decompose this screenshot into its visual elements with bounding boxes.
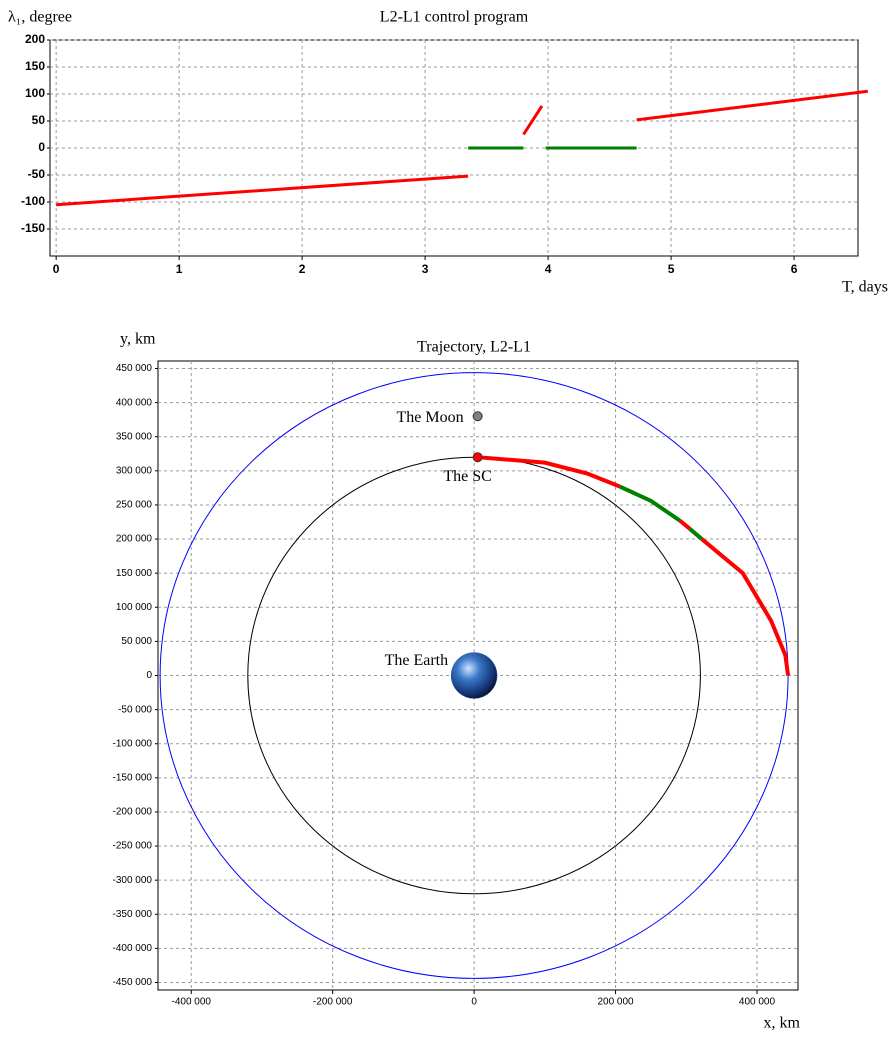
point-label: The Earth (385, 652, 449, 669)
y-tick-label: 0 (146, 670, 152, 681)
data-line (620, 487, 702, 540)
x-tick-label: 3 (422, 262, 429, 276)
y-tick-label: 200 000 (116, 534, 153, 545)
y-tick-label: -200 000 (113, 807, 153, 818)
x-tick-label: 200 000 (597, 997, 634, 1008)
y-axis-label: y, km (120, 331, 156, 348)
y-tick-label: -300 000 (113, 875, 153, 886)
x-tick-label: 4 (545, 262, 552, 276)
x-tick-label: 0 (471, 997, 477, 1008)
y-tick-label: -250 000 (113, 841, 153, 852)
earth (451, 653, 497, 699)
x-tick-label: 1 (176, 262, 183, 276)
y-tick-label: -450 000 (113, 977, 153, 988)
x-tick-label: -200 000 (313, 997, 353, 1008)
figure: 0 1 2 3 4 5 6 -150 -100 -50 0 50 100 150 200 L2-L1 cont… (0, 0, 890, 1038)
chart-title: L2-L1 control program (380, 9, 529, 26)
y-tick-label: -50 (28, 167, 46, 181)
x-axis-label: x, km (764, 1015, 801, 1032)
y-tick-label: -100 000 (113, 738, 153, 749)
y-tick-label: -50 000 (118, 704, 152, 715)
x-tick-label: 400 000 (739, 997, 776, 1008)
y-tick-label: -150 (21, 221, 45, 235)
y-tick-label: -100 (21, 194, 45, 208)
y-tick-label: -400 000 (113, 943, 153, 954)
y-tick-label: 300 000 (116, 465, 153, 476)
y-tick-label: 350 000 (116, 431, 153, 442)
y-tick-label: 0 (38, 140, 45, 154)
x-tick-label: 0 (53, 262, 60, 276)
y-tick-label: 100 (25, 86, 45, 100)
y-tick-label: 250 000 (116, 500, 153, 511)
y-axis-label: λ₁, degree (8, 9, 72, 26)
point-label: The SC (443, 468, 491, 485)
point (473, 453, 482, 462)
point-label: The Moon (397, 409, 464, 426)
data-line (478, 457, 788, 675)
y-tick-label: -150 000 (113, 772, 153, 783)
x-tick-label: 6 (791, 262, 798, 276)
y-tick-label: 400 000 (116, 397, 153, 408)
chart-title: Trajectory, L2-L1 (417, 339, 531, 356)
x-tick-label: 5 (668, 262, 675, 276)
y-tick-label: -350 000 (113, 909, 153, 920)
x-axis-label: T, days (842, 279, 888, 296)
y-tick-label: 50 000 (121, 636, 152, 647)
x-tick-label: 2 (299, 262, 306, 276)
y-tick-label: 150 000 (116, 568, 153, 579)
y-tick-label: 450 000 (116, 363, 153, 374)
y-tick-label: 50 (32, 113, 46, 127)
y-tick-label: 100 000 (116, 602, 153, 613)
x-tick-label: -400 000 (171, 997, 211, 1008)
y-tick-label: 150 (25, 59, 45, 73)
point (473, 412, 482, 421)
y-tick-label: 200 (25, 32, 45, 46)
